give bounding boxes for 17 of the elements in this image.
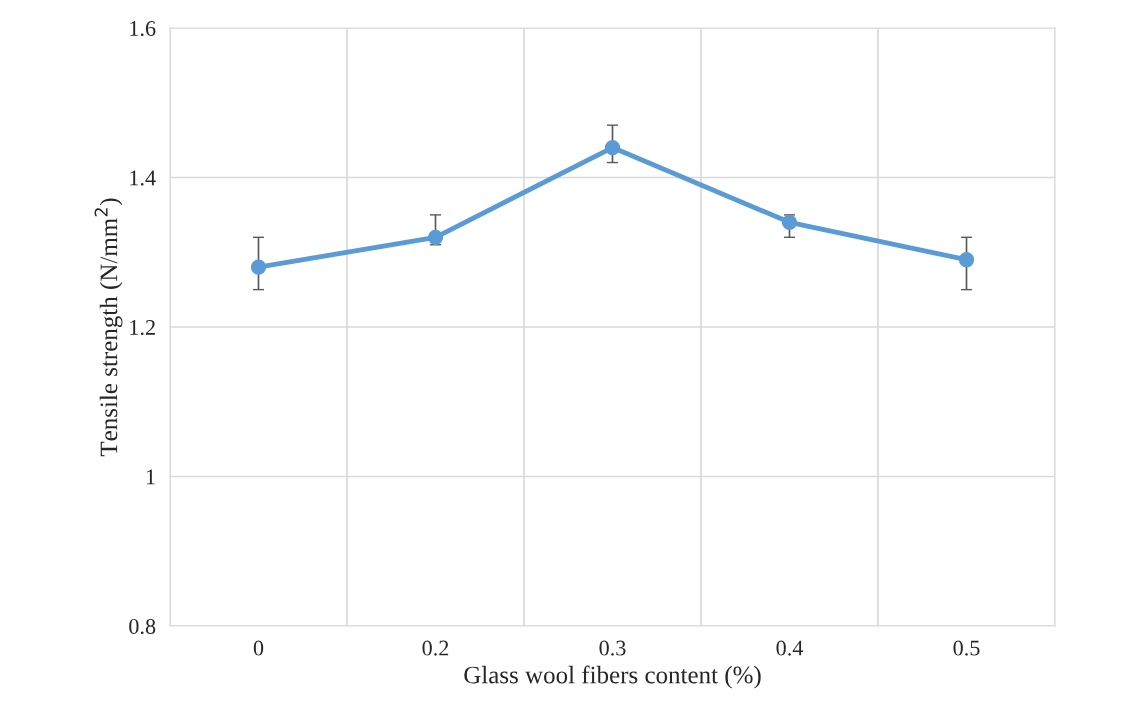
point — [958, 252, 975, 268]
x-tick-label: 0 — [253, 640, 264, 656]
y-tick-label: 1.2 — [130, 319, 155, 336]
point — [604, 139, 621, 156]
y-tick-label: 1.4 — [130, 170, 156, 186]
point — [781, 214, 798, 230]
x-tick-label: 0.5 — [953, 640, 980, 656]
y-axis-title: Tensile strength (N/mm$^{2}$) — [94, 198, 123, 457]
x-tick-label: 0.4 — [776, 640, 804, 656]
y-tick-label: 0.8 — [129, 618, 156, 635]
point — [427, 229, 444, 245]
y-tick-label: 1 — [146, 469, 155, 485]
x-axis-title: Glass wool fibers content (%) — [464, 665, 761, 689]
x-tick-label: 0.2 — [422, 640, 449, 656]
y-tick-label: 1.6 — [130, 20, 156, 37]
x-tick-label: 0.3 — [599, 640, 626, 656]
point — [250, 259, 267, 275]
